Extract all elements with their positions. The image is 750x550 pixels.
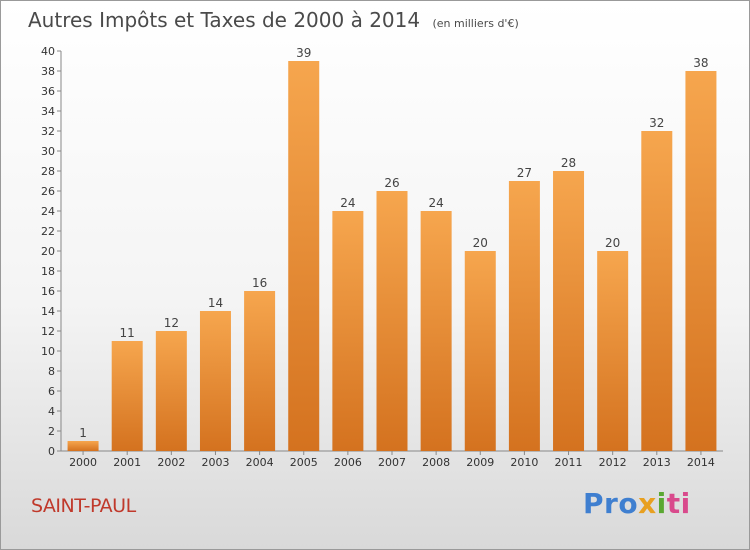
y-tick-label: 28	[41, 165, 55, 178]
y-tick-label: 16	[41, 285, 55, 298]
chart-title-unit: (en milliers d'€)	[432, 17, 519, 30]
bar-value-label: 39	[296, 46, 311, 60]
x-tick-label: 2014	[687, 456, 715, 469]
x-tick-label: 2009	[466, 456, 494, 469]
y-tick-label: 20	[41, 245, 55, 258]
x-tick-label: 2012	[599, 456, 627, 469]
bar	[199, 311, 231, 451]
proxiti-logo: Proxiti	[583, 487, 691, 520]
y-tick-label: 12	[41, 325, 55, 338]
x-tick-label: 2008	[422, 456, 450, 469]
y-tick-label: 10	[41, 345, 55, 358]
bar-value-label: 28	[561, 156, 576, 170]
y-tick-label: 6	[48, 385, 55, 398]
x-tick-label: 2006	[334, 456, 362, 469]
logo-part-4: ti	[666, 487, 691, 520]
bar-value-label: 11	[120, 326, 135, 340]
bar-value-label: 26	[384, 176, 399, 190]
chart-title-main: Autres Impôts et Taxes de 2000 à 2014	[28, 8, 421, 32]
y-tick-label: 18	[41, 265, 55, 278]
y-tick-label: 0	[48, 445, 55, 458]
bar-value-label: 12	[164, 316, 179, 330]
x-tick-label: 2001	[113, 456, 141, 469]
y-tick-label: 32	[41, 125, 55, 138]
bar-value-label: 32	[649, 116, 664, 130]
x-tick-label: 2005	[290, 456, 318, 469]
chart-title: Autres Impôts et Taxes de 2000 à 2014 (e…	[28, 8, 519, 32]
x-tick-label: 2011	[555, 456, 583, 469]
bar	[288, 61, 320, 451]
bar-value-label: 27	[517, 166, 532, 180]
logo-part-1: Pro	[583, 487, 639, 520]
x-tick-label: 2013	[643, 456, 671, 469]
bar-value-label: 16	[252, 276, 267, 290]
bar	[155, 331, 187, 451]
bar	[67, 441, 99, 451]
y-tick-label: 4	[48, 405, 55, 418]
x-tick-label: 2004	[246, 456, 274, 469]
x-tick-label: 2000	[69, 456, 97, 469]
y-tick-label: 38	[41, 65, 55, 78]
y-tick-label: 36	[41, 85, 55, 98]
bar-value-label: 24	[428, 196, 443, 210]
y-tick-label: 2	[48, 425, 55, 438]
place-name: SAINT-PAUL	[31, 495, 136, 517]
bar-value-label: 20	[605, 236, 620, 250]
x-tick-label: 2002	[157, 456, 185, 469]
y-tick-label: 40	[41, 45, 55, 58]
bar	[111, 341, 143, 451]
bar	[685, 71, 717, 451]
y-tick-label: 24	[41, 205, 55, 218]
x-tick-label: 2007	[378, 456, 406, 469]
bar	[244, 291, 276, 451]
bar	[641, 131, 673, 451]
bar	[332, 211, 364, 451]
bar-value-label: 20	[473, 236, 488, 250]
bar	[420, 211, 452, 451]
y-tick-label: 8	[48, 365, 55, 378]
bar-value-label: 38	[693, 56, 708, 70]
bar	[508, 181, 540, 451]
bar-value-label: 14	[208, 296, 223, 310]
bar	[553, 171, 585, 451]
bar	[597, 251, 629, 451]
x-tick-label: 2003	[201, 456, 229, 469]
bar	[464, 251, 496, 451]
logo-part-3: i	[656, 487, 667, 520]
bar-value-label: 24	[340, 196, 355, 210]
y-tick-label: 34	[41, 105, 55, 118]
y-tick-label: 22	[41, 225, 55, 238]
chart-axes: 0246810121416182022242628303234363840200…	[41, 45, 723, 469]
y-tick-label: 26	[41, 185, 55, 198]
y-tick-label: 30	[41, 145, 55, 158]
bar-value-label: 1	[79, 426, 87, 440]
y-tick-label: 14	[41, 305, 55, 318]
logo-part-2: x	[638, 487, 657, 520]
x-tick-label: 2010	[510, 456, 538, 469]
bar	[376, 191, 408, 451]
